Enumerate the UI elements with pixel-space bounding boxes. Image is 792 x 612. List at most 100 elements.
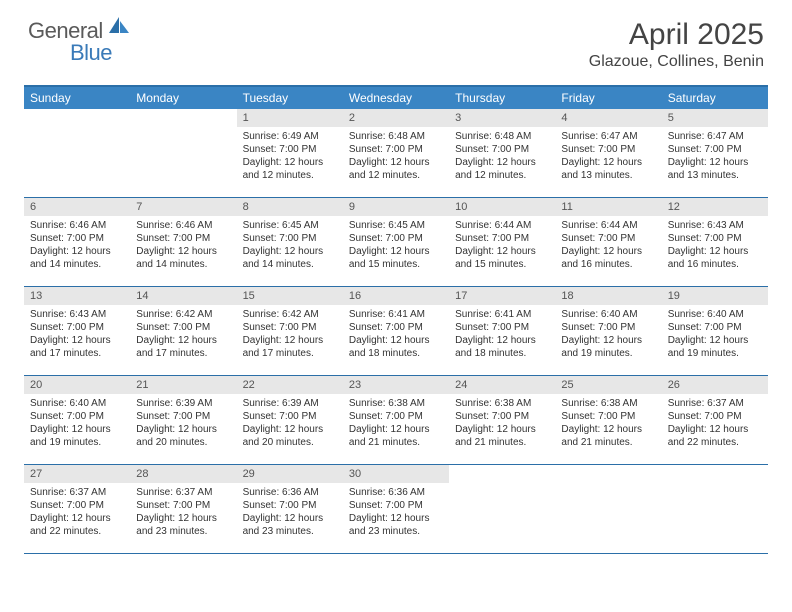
daylight-text-2: and 12 minutes. <box>455 169 549 182</box>
daylight-text-2: and 18 minutes. <box>349 347 443 360</box>
day-number: 3 <box>449 109 555 127</box>
sunrise-text: Sunrise: 6:37 AM <box>30 486 124 499</box>
header: General Blue April 2025 Glazoue, Colline… <box>0 0 792 79</box>
day-cell: 8Sunrise: 6:45 AMSunset: 7:00 PMDaylight… <box>237 198 343 286</box>
day-content: Sunrise: 6:38 AMSunset: 7:00 PMDaylight:… <box>555 394 661 453</box>
day-cell <box>449 465 555 553</box>
week-row: 20Sunrise: 6:40 AMSunset: 7:00 PMDayligh… <box>24 376 768 465</box>
day-content: Sunrise: 6:37 AMSunset: 7:00 PMDaylight:… <box>24 483 130 542</box>
daylight-text-2: and 14 minutes. <box>136 258 230 271</box>
sunset-text: Sunset: 7:00 PM <box>668 232 762 245</box>
day-cell: 26Sunrise: 6:37 AMSunset: 7:00 PMDayligh… <box>662 376 768 464</box>
day-content: Sunrise: 6:38 AMSunset: 7:00 PMDaylight:… <box>343 394 449 453</box>
day-cell: 3Sunrise: 6:48 AMSunset: 7:00 PMDaylight… <box>449 109 555 197</box>
daylight-text-1: Daylight: 12 hours <box>136 334 230 347</box>
day-content: Sunrise: 6:38 AMSunset: 7:00 PMDaylight:… <box>449 394 555 453</box>
daylight-text-2: and 13 minutes. <box>668 169 762 182</box>
day-content: Sunrise: 6:36 AMSunset: 7:00 PMDaylight:… <box>237 483 343 542</box>
day-cell: 22Sunrise: 6:39 AMSunset: 7:00 PMDayligh… <box>237 376 343 464</box>
daylight-text-1: Daylight: 12 hours <box>30 334 124 347</box>
day-cell: 23Sunrise: 6:38 AMSunset: 7:00 PMDayligh… <box>343 376 449 464</box>
sunrise-text: Sunrise: 6:41 AM <box>455 308 549 321</box>
daylight-text-2: and 21 minutes. <box>349 436 443 449</box>
day-cell: 2Sunrise: 6:48 AMSunset: 7:00 PMDaylight… <box>343 109 449 197</box>
sunrise-text: Sunrise: 6:46 AM <box>30 219 124 232</box>
daylight-text-2: and 17 minutes. <box>30 347 124 360</box>
sunset-text: Sunset: 7:00 PM <box>349 410 443 423</box>
sunrise-text: Sunrise: 6:40 AM <box>668 308 762 321</box>
day-content: Sunrise: 6:44 AMSunset: 7:00 PMDaylight:… <box>555 216 661 275</box>
day-number: 10 <box>449 198 555 216</box>
day-number: 21 <box>130 376 236 394</box>
day-content: Sunrise: 6:40 AMSunset: 7:00 PMDaylight:… <box>24 394 130 453</box>
sunset-text: Sunset: 7:00 PM <box>30 499 124 512</box>
daylight-text-1: Daylight: 12 hours <box>455 245 549 258</box>
sunset-text: Sunset: 7:00 PM <box>561 143 655 156</box>
daylight-text-1: Daylight: 12 hours <box>243 334 337 347</box>
day-cell: 6Sunrise: 6:46 AMSunset: 7:00 PMDaylight… <box>24 198 130 286</box>
sunrise-text: Sunrise: 6:49 AM <box>243 130 337 143</box>
sunrise-text: Sunrise: 6:36 AM <box>243 486 337 499</box>
daylight-text-1: Daylight: 12 hours <box>561 423 655 436</box>
day-number: 17 <box>449 287 555 305</box>
day-content: Sunrise: 6:42 AMSunset: 7:00 PMDaylight:… <box>237 305 343 364</box>
sunset-text: Sunset: 7:00 PM <box>455 321 549 334</box>
daylight-text-2: and 20 minutes. <box>136 436 230 449</box>
daylight-text-2: and 22 minutes. <box>30 525 124 538</box>
day-cell: 7Sunrise: 6:46 AMSunset: 7:00 PMDaylight… <box>130 198 236 286</box>
daylight-text-2: and 20 minutes. <box>243 436 337 449</box>
day-number: 19 <box>662 287 768 305</box>
day-cell: 29Sunrise: 6:36 AMSunset: 7:00 PMDayligh… <box>237 465 343 553</box>
sunset-text: Sunset: 7:00 PM <box>136 232 230 245</box>
daylight-text-2: and 21 minutes. <box>455 436 549 449</box>
day-number: 7 <box>130 198 236 216</box>
day-cell: 12Sunrise: 6:43 AMSunset: 7:00 PMDayligh… <box>662 198 768 286</box>
day-cell: 4Sunrise: 6:47 AMSunset: 7:00 PMDaylight… <box>555 109 661 197</box>
sunset-text: Sunset: 7:00 PM <box>243 321 337 334</box>
day-cell: 25Sunrise: 6:38 AMSunset: 7:00 PMDayligh… <box>555 376 661 464</box>
day-number: 1 <box>237 109 343 127</box>
month-title: April 2025 <box>589 18 764 52</box>
dow-friday: Friday <box>555 87 661 109</box>
daylight-text-1: Daylight: 12 hours <box>243 423 337 436</box>
day-cell: 28Sunrise: 6:37 AMSunset: 7:00 PMDayligh… <box>130 465 236 553</box>
daylight-text-2: and 15 minutes. <box>455 258 549 271</box>
sunset-text: Sunset: 7:00 PM <box>136 410 230 423</box>
day-number: 30 <box>343 465 449 483</box>
day-number: 28 <box>130 465 236 483</box>
day-number: 18 <box>555 287 661 305</box>
title-block: April 2025 Glazoue, Collines, Benin <box>589 18 764 71</box>
sunset-text: Sunset: 7:00 PM <box>668 410 762 423</box>
day-cell: 1Sunrise: 6:49 AMSunset: 7:00 PMDaylight… <box>237 109 343 197</box>
sunset-text: Sunset: 7:00 PM <box>243 143 337 156</box>
day-cell: 27Sunrise: 6:37 AMSunset: 7:00 PMDayligh… <box>24 465 130 553</box>
dow-wednesday: Wednesday <box>343 87 449 109</box>
daylight-text-1: Daylight: 12 hours <box>668 156 762 169</box>
week-row: 6Sunrise: 6:46 AMSunset: 7:00 PMDaylight… <box>24 198 768 287</box>
sunset-text: Sunset: 7:00 PM <box>30 232 124 245</box>
day-content: Sunrise: 6:41 AMSunset: 7:00 PMDaylight:… <box>449 305 555 364</box>
daylight-text-1: Daylight: 12 hours <box>349 423 443 436</box>
day-number: 5 <box>662 109 768 127</box>
day-number: 27 <box>24 465 130 483</box>
daylight-text-1: Daylight: 12 hours <box>561 156 655 169</box>
day-cell: 14Sunrise: 6:42 AMSunset: 7:00 PMDayligh… <box>130 287 236 375</box>
daylight-text-2: and 14 minutes. <box>30 258 124 271</box>
week-row: 1Sunrise: 6:49 AMSunset: 7:00 PMDaylight… <box>24 109 768 198</box>
daylight-text-1: Daylight: 12 hours <box>561 334 655 347</box>
day-number: 12 <box>662 198 768 216</box>
day-cell <box>130 109 236 197</box>
day-cell <box>24 109 130 197</box>
sunrise-text: Sunrise: 6:42 AM <box>136 308 230 321</box>
daylight-text-1: Daylight: 12 hours <box>30 245 124 258</box>
daylight-text-2: and 17 minutes. <box>136 347 230 360</box>
dow-tuesday: Tuesday <box>237 87 343 109</box>
week-row: 13Sunrise: 6:43 AMSunset: 7:00 PMDayligh… <box>24 287 768 376</box>
sunset-text: Sunset: 7:00 PM <box>455 143 549 156</box>
calendar: Sunday Monday Tuesday Wednesday Thursday… <box>24 85 768 554</box>
daylight-text-1: Daylight: 12 hours <box>455 334 549 347</box>
sunset-text: Sunset: 7:00 PM <box>243 410 337 423</box>
dow-row: Sunday Monday Tuesday Wednesday Thursday… <box>24 87 768 109</box>
daylight-text-2: and 23 minutes. <box>349 525 443 538</box>
day-content: Sunrise: 6:37 AMSunset: 7:00 PMDaylight:… <box>130 483 236 542</box>
